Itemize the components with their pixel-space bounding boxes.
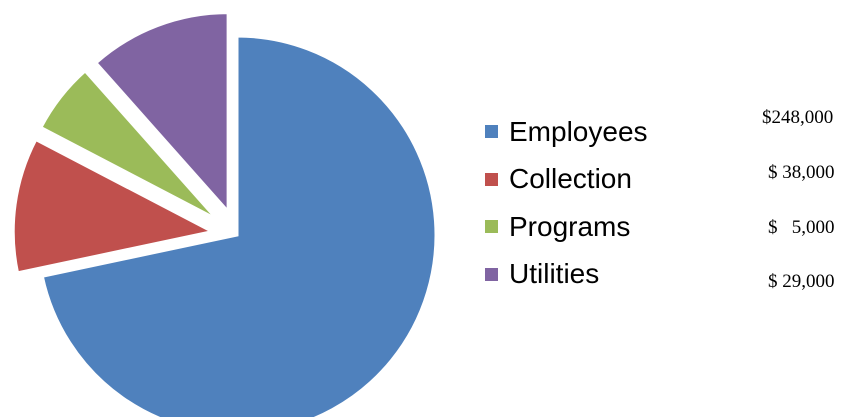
legend-item-employees: Employees (485, 108, 648, 156)
amount-collection: $ 38,000 (768, 162, 835, 183)
pie-slice-utilities (93, 11, 230, 216)
legend-label: Utilities (509, 258, 600, 290)
legend-label: Employees (509, 115, 648, 147)
amount-utilities: $ 29,000 (768, 271, 835, 292)
legend-swatch (485, 172, 498, 186)
legend-item-programs: Programs (485, 203, 648, 251)
legend-label: Collection (509, 163, 632, 195)
legend-swatch (485, 267, 498, 281)
pie-slice-programs (38, 68, 219, 221)
amount-employees: $248,000 (762, 107, 834, 128)
legend-item-utilities: Utilities (485, 251, 648, 299)
chart-legend: Employees Collection Programs Utilities (485, 108, 648, 298)
pie-slice-collection (11, 137, 217, 275)
legend-swatch (485, 220, 498, 234)
legend-swatch (485, 125, 498, 139)
legend-item-collection: Collection (485, 156, 648, 204)
legend-label: Programs (509, 210, 631, 242)
pie-slice-employees (40, 34, 438, 417)
amount-programs: $ 5,000 (768, 217, 835, 238)
